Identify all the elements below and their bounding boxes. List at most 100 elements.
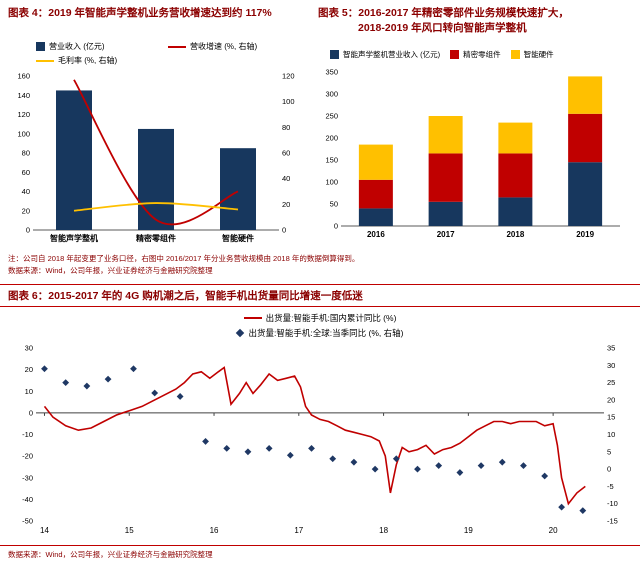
svg-text:40: 40 xyxy=(22,187,30,196)
chart5-canvas: 0 50 100 150 200 250 300 350 2016 2017 2018 2019 xyxy=(325,68,620,239)
svg-text:20: 20 xyxy=(25,365,33,374)
svg-text:20: 20 xyxy=(549,526,558,535)
diamond-swatch-icon xyxy=(235,328,244,337)
svg-text:5: 5 xyxy=(607,447,611,456)
footer-source: 数据来源：Wind，公司年报，兴业证券经济与金融研究院整理 xyxy=(0,544,640,562)
svg-text:60: 60 xyxy=(282,149,290,158)
top-charts-row: 营业收入 (亿元) 营收增速 (%, 右轴) 毛利率 (%, 右轴) 0 20 40… xyxy=(0,37,640,250)
svg-text:20: 20 xyxy=(22,207,30,216)
svg-text:25: 25 xyxy=(607,378,615,387)
legend-item-domestic-shipments: 出货量:智能手机:国内累计同比 (%) xyxy=(243,312,397,324)
chart6-canvas: -50-40-30-20-100102030-15-10-50510152025… xyxy=(22,343,618,535)
svg-text:60: 60 xyxy=(22,168,30,177)
svg-text:-10: -10 xyxy=(607,499,618,508)
legend-item-acoustics: 智能声学整机营业收入 (亿元) xyxy=(330,49,440,60)
svg-text:100: 100 xyxy=(17,130,30,139)
svg-text:14: 14 xyxy=(40,526,49,535)
svg-text:20: 20 xyxy=(607,395,615,404)
svg-text:10: 10 xyxy=(25,386,33,395)
svg-text:-5: -5 xyxy=(607,482,614,491)
legend-item-revenue: 营业收入 (亿元) xyxy=(36,41,168,52)
chart6-legend: 出货量:智能手机:国内累计同比 (%) 出货量:智能手机:全球:当季同比 (%,… xyxy=(6,307,634,340)
legend-item-global-shipments: 出货量:智能手机:全球:当季同比 (%, 右轴) xyxy=(235,327,404,339)
note-line: 注：公司自 2018 年起变更了业务口径，右图中 2016/2017 年分业务营… xyxy=(8,254,360,264)
chart4-legend: 营业收入 (亿元) 营收增速 (%, 右轴) 毛利率 (%, 右轴) xyxy=(6,39,314,69)
svg-text:150: 150 xyxy=(325,156,338,165)
chart5-legend: 智能声学整机营业收入 (亿元) 精密零组件 智能硬件 xyxy=(314,39,634,65)
svg-text:120: 120 xyxy=(17,110,30,119)
svg-text:10: 10 xyxy=(607,430,615,439)
svg-text:120: 120 xyxy=(282,72,295,81)
svg-text:智能硬件: 智能硬件 xyxy=(222,233,254,243)
svg-text:0: 0 xyxy=(29,408,33,417)
svg-text:-20: -20 xyxy=(22,451,33,460)
legend-label-components: 精密零组件 xyxy=(463,50,501,60)
line-swatch-icon xyxy=(168,45,186,48)
svg-text:0: 0 xyxy=(334,222,338,231)
svg-text:160: 160 xyxy=(17,72,30,81)
legend-label-hardware: 智能硬件 xyxy=(523,50,554,60)
svg-text:20: 20 xyxy=(282,200,290,209)
legend-label-growth: 营收增速 (%, 右轴) xyxy=(190,42,258,52)
svg-text:15: 15 xyxy=(125,526,134,535)
chart6-panel: 出货量:智能手机:国内累计同比 (%) 出货量:智能手机:全球:当季同比 (%,… xyxy=(0,307,640,541)
svg-text:100: 100 xyxy=(282,98,295,107)
line-swatch-icon xyxy=(36,59,54,62)
svg-text:精密零组件: 精密零组件 xyxy=(136,233,176,243)
legend-label-acoustics: 智能声学整机营业收入 (亿元) xyxy=(343,50,441,60)
bar-swatch-icon xyxy=(330,50,339,60)
chart4-title: 图表 4：2019 年智能声学整机业务营收增速达到约 117% xyxy=(8,7,272,19)
legend-item-margin: 毛利率 (%, 右轴) xyxy=(36,55,168,66)
svg-text:50: 50 xyxy=(330,200,338,209)
svg-text:300: 300 xyxy=(325,90,338,99)
svg-text:80: 80 xyxy=(22,149,30,158)
legend-label-domestic: 出货量:智能手机:国内累计同比 (%) xyxy=(265,312,397,323)
chart-titles-row: 图表 4：2019 年智能声学整机业务营收增速达到约 117% 图表 5：201… xyxy=(0,0,640,37)
legend-label-global: 出货量:智能手机:全球:当季同比 (%, 右轴) xyxy=(248,327,404,338)
svg-text:2019: 2019 xyxy=(576,230,594,239)
svg-text:100: 100 xyxy=(325,178,338,187)
svg-text:200: 200 xyxy=(325,134,338,143)
chart5-title-line2: 2018-2019 年风口转向智能声学整机 xyxy=(358,21,527,34)
svg-text:15: 15 xyxy=(607,412,615,421)
svg-text:19: 19 xyxy=(464,526,473,535)
line-swatch-icon xyxy=(243,316,262,319)
svg-text:16: 16 xyxy=(210,526,219,535)
legend-label-revenue: 营业收入 (亿元) xyxy=(49,42,105,52)
svg-text:35: 35 xyxy=(607,343,615,352)
svg-text:30: 30 xyxy=(607,360,615,369)
svg-text:250: 250 xyxy=(325,112,338,121)
source-line: 数据来源：Wind，公司年报，兴业证券经济与金融研究院整理 xyxy=(8,266,213,275)
svg-text:80: 80 xyxy=(282,123,290,132)
svg-text:0: 0 xyxy=(282,226,286,235)
chart6-header: 图表 6：2015-2017 年的 4G 购机潮之后，智能手机出货量同比增速一度… xyxy=(0,283,640,307)
top-charts-notes: 注：公司自 2018 年起变更了业务口径，右图中 2016/2017 年分业务营… xyxy=(0,250,640,280)
svg-text:-40: -40 xyxy=(22,495,33,504)
chart5-title: 图表 5：2016-2017 年精密零部件业务规模快速扩大， 2018-2019… xyxy=(310,6,632,35)
svg-text:350: 350 xyxy=(325,68,338,77)
svg-text:30: 30 xyxy=(25,343,33,352)
svg-text:2018: 2018 xyxy=(506,230,524,239)
svg-text:-30: -30 xyxy=(22,473,33,482)
svg-text:0: 0 xyxy=(607,464,611,473)
legend-item-components: 精密零组件 xyxy=(450,49,501,60)
svg-text:-15: -15 xyxy=(607,516,618,525)
svg-text:140: 140 xyxy=(17,91,30,100)
legend-item-growth: 营收增速 (%, 右轴) xyxy=(168,41,328,52)
svg-text:17: 17 xyxy=(294,526,303,535)
chart5-panel: 智能声学整机营业收入 (亿元) 精密零组件 智能硬件 0 50 100 150 200 2… xyxy=(314,39,634,250)
legend-item-hardware: 智能硬件 xyxy=(510,49,554,60)
svg-text:2016: 2016 xyxy=(367,230,385,239)
svg-text:2017: 2017 xyxy=(437,230,455,239)
svg-text:智能声学整机: 智能声学整机 xyxy=(50,233,98,243)
bar-swatch-icon xyxy=(510,50,520,60)
legend-label-margin: 毛利率 (%, 右轴) xyxy=(58,56,118,66)
chart4-panel: 营业收入 (亿元) 营收增速 (%, 右轴) 毛利率 (%, 右轴) 0 20 40… xyxy=(6,39,314,250)
bar-swatch-icon xyxy=(36,42,45,52)
svg-text:0: 0 xyxy=(26,226,30,235)
chart4-canvas: 0 20 40 60 80 100 120 140 160 0 20 40 60 80 100 120 智能声学… xyxy=(17,72,295,244)
svg-text:-10: -10 xyxy=(22,430,33,439)
bar-swatch-icon xyxy=(450,50,460,60)
svg-text:18: 18 xyxy=(379,526,388,535)
